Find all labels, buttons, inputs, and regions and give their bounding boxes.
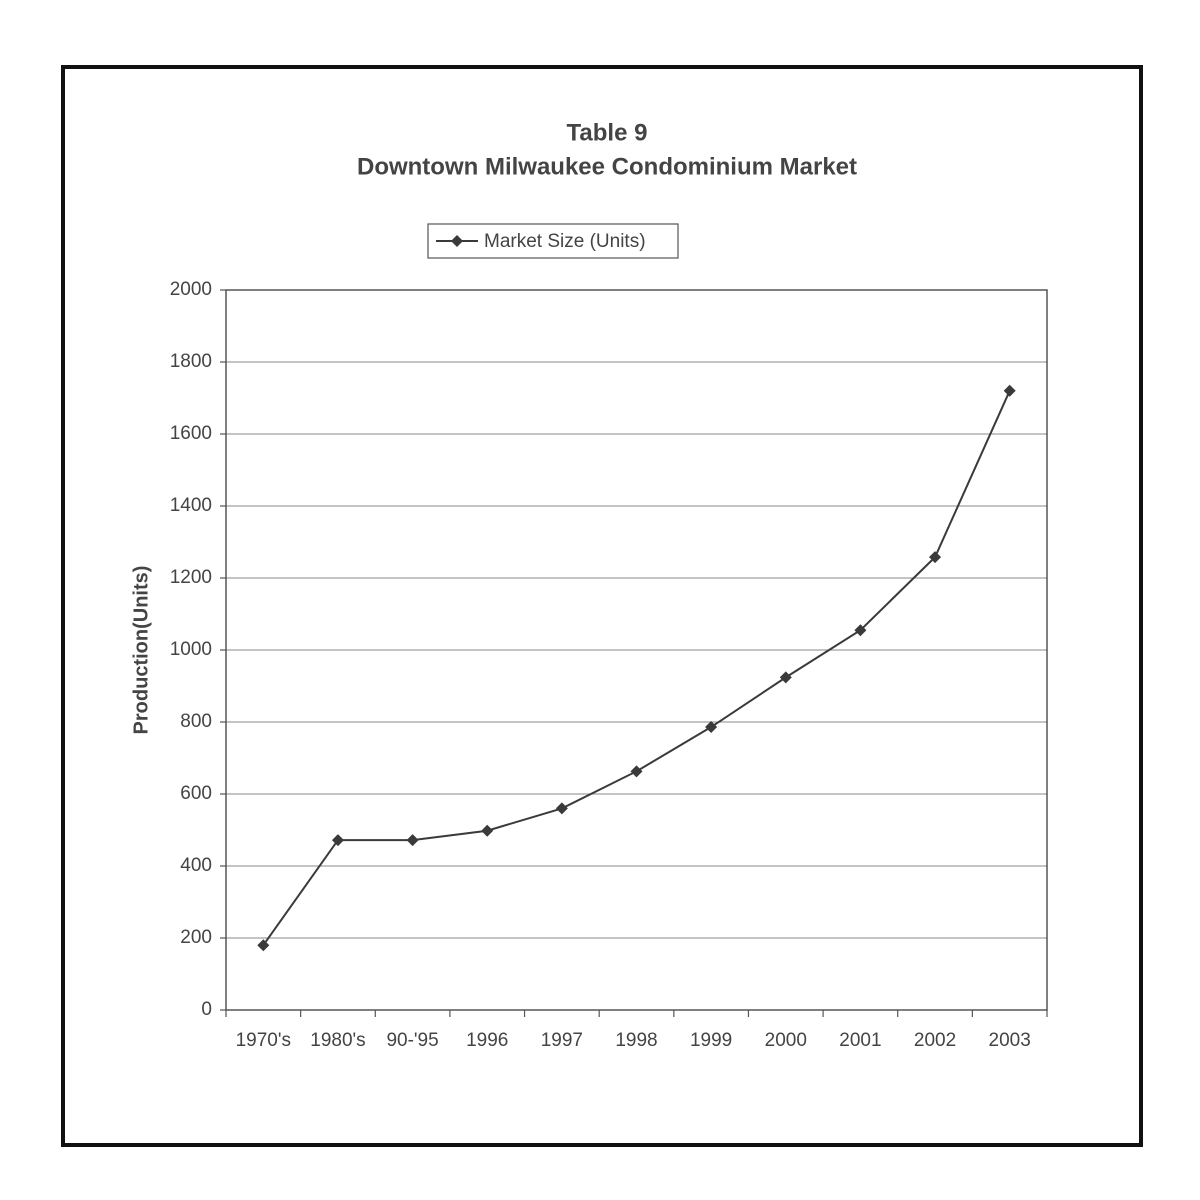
plot-area xyxy=(225,289,1048,1011)
chart-title: Table 9 xyxy=(567,119,648,146)
legend-label: Market Size (Units) xyxy=(484,231,646,252)
y-tick-label: 2000 xyxy=(170,279,212,300)
x-tick-label: 2003 xyxy=(989,1030,1031,1051)
y-tick-label: 600 xyxy=(180,783,212,804)
x-tick-label: 1970's xyxy=(236,1030,291,1051)
point xyxy=(854,624,867,637)
x-tick-label: 1997 xyxy=(541,1030,583,1051)
x-tick-label: 1999 xyxy=(690,1030,732,1051)
point xyxy=(406,834,419,847)
x-tick-label: 1998 xyxy=(615,1030,657,1051)
frame xyxy=(61,65,1143,1147)
point xyxy=(779,671,792,684)
point xyxy=(257,939,270,952)
y-tick-label: 1200 xyxy=(170,567,212,588)
y-tick-label: 1600 xyxy=(170,423,212,444)
point xyxy=(630,765,643,778)
y-tick-label: 1000 xyxy=(170,639,212,660)
x-tick-label: 1980's xyxy=(310,1030,365,1051)
point xyxy=(555,802,568,815)
y-tick-label: 0 xyxy=(201,999,212,1020)
point xyxy=(929,551,942,564)
y-axis-title: Production(Units) xyxy=(130,566,152,735)
x-tick-label: 2002 xyxy=(914,1030,956,1051)
point xyxy=(481,824,494,837)
y-tick-label: 800 xyxy=(180,711,212,732)
legend-marker xyxy=(451,235,463,247)
point xyxy=(331,834,344,847)
y-tick-label: 400 xyxy=(180,855,212,876)
y-tick-label: 1800 xyxy=(170,351,212,372)
y-tick-label: 200 xyxy=(180,927,212,948)
point xyxy=(1003,384,1016,397)
y-tick-label: 1400 xyxy=(170,495,212,516)
x-tick-label: 2001 xyxy=(839,1030,881,1051)
point xyxy=(705,721,718,734)
chart-subtitle: Downtown Milwaukee Condominium Market xyxy=(357,153,857,180)
series-line xyxy=(262,390,1011,946)
x-tick-label: 90-'95 xyxy=(386,1030,438,1051)
x-tick-label: 1996 xyxy=(466,1030,508,1051)
x-tick-label: 2000 xyxy=(765,1030,807,1051)
